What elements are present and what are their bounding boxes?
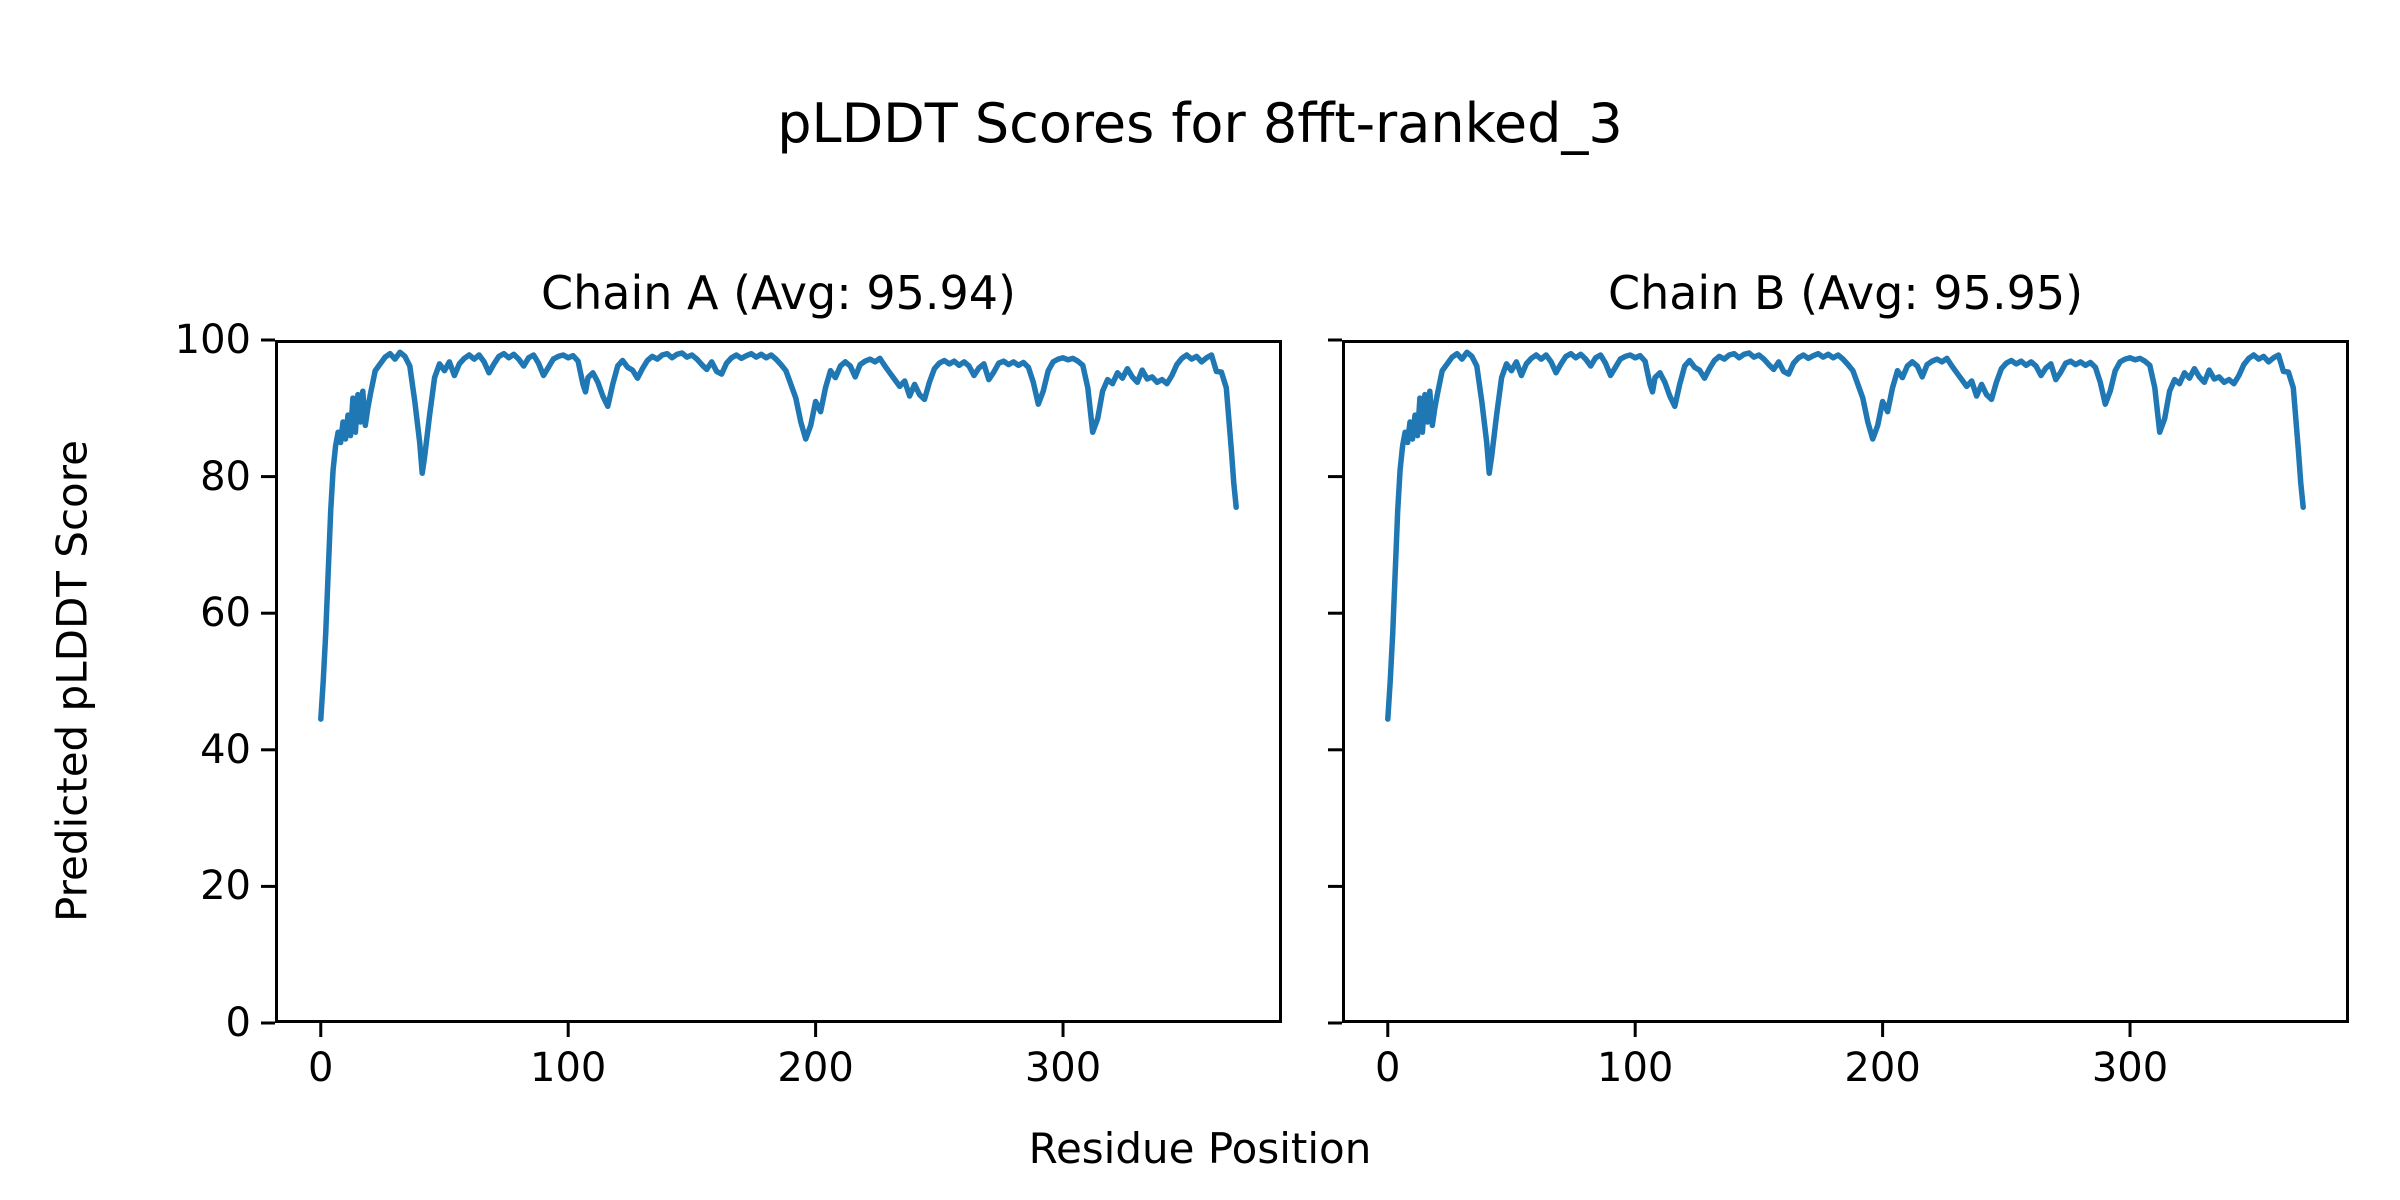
y-tick-label: 80 — [200, 453, 251, 500]
x-tick-label: 200 — [777, 1045, 854, 1091]
x-tick-label: 300 — [2091, 1045, 2169, 1091]
y-axis-label: Predicted pLDDT Score — [47, 440, 97, 922]
x-tick-label: 0 — [1375, 1045, 1401, 1091]
figure-title: pLDDT Scores for 8fft-ranked_3 — [777, 92, 1623, 155]
subplot-b-title: Chain B (Avg: 95.95) — [1607, 266, 2084, 320]
y-tick-label: 100 — [174, 317, 251, 363]
y-tick-label: 20 — [200, 863, 251, 910]
y-tick-label: 40 — [200, 726, 251, 773]
y-tick-label: 60 — [200, 590, 251, 637]
subplot-chain-a: 0 100 200 300 0 20 40 60 80 100 — [175, 317, 1282, 1091]
axes-spine — [275, 340, 1282, 1023]
x-tick-label: 100 — [530, 1045, 607, 1091]
axes-spine — [1342, 340, 2349, 1023]
chain-a-plot-area — [261, 338, 1282, 1037]
subplot-a-title: Chain A (Avg: 95.94) — [540, 266, 1016, 320]
y-tick-label: 0 — [225, 1000, 251, 1046]
x-tick-label: 100 — [1597, 1045, 1674, 1091]
x-tick-label: 200 — [1844, 1045, 1921, 1091]
x-tick-label: 300 — [1024, 1045, 1102, 1091]
x-tick-label: 0 — [308, 1045, 334, 1091]
plddt-line-chain-b — [1385, 349, 2306, 722]
plddt-line-chain-a — [318, 349, 1239, 722]
x-axis-label: Residue Position — [1028, 1124, 1372, 1173]
subplot-chain-b: 0 100 200 300 — [1328, 338, 2349, 1091]
chain-b-plot-area — [1328, 338, 2349, 1037]
